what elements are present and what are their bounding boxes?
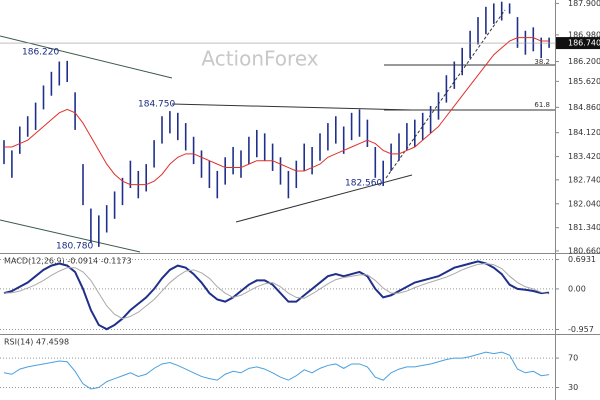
y-tick-label: 180.660	[568, 246, 600, 255]
annotation: 186.220	[22, 48, 59, 58]
fib-label: 61.8	[534, 101, 550, 109]
annotation: 182.560	[345, 179, 382, 189]
last-price-box	[556, 37, 600, 50]
indicator-title: RSI(14) 47.4598	[4, 338, 69, 347]
trend-line	[0, 219, 141, 253]
annotation: 180.780	[56, 242, 93, 252]
y-tick-label: 183.420	[568, 152, 600, 161]
y-tick-label: -0.957	[568, 325, 594, 334]
y-tick-label: 187.900	[568, 0, 600, 8]
y-tick-label: 0.00	[568, 284, 586, 293]
line	[3, 260, 550, 331]
line	[3, 351, 550, 390]
line	[4, 37, 550, 186]
fib-label: 38.2	[534, 58, 550, 66]
y-tick-label: 30	[568, 383, 578, 392]
y-tick-label: 181.340	[568, 223, 600, 232]
watermark: ActionForex	[201, 47, 318, 71]
annotation: 184.750	[138, 100, 175, 110]
trend-line	[385, 9, 506, 179]
y-tick-label: 184.860	[568, 103, 600, 112]
y-tick-label: 70	[568, 354, 578, 363]
y-tick-label: 182.740	[568, 175, 600, 184]
indicator-title: MACD(12,26,9) -0.0914 -0.1173	[4, 257, 132, 266]
last-price-label: 186.740	[568, 39, 600, 48]
trend-line	[171, 103, 413, 111]
y-tick-label: 186.980	[568, 30, 600, 39]
y-tick-label: 185.620	[568, 77, 600, 86]
y-tick-label: 0.6931	[568, 255, 596, 264]
line	[3, 262, 550, 320]
y-tick-label: 184.120	[568, 128, 600, 137]
y-tick-label: 182.040	[568, 199, 600, 208]
y-tick-label: 186.200	[568, 57, 600, 66]
